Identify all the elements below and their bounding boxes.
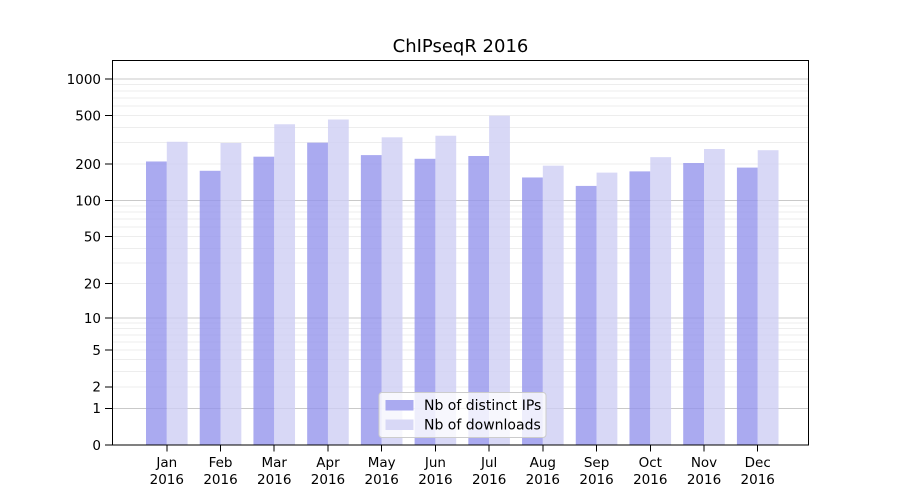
legend-label-downloads: Nb of downloads xyxy=(424,418,541,434)
legend-swatch-distinct-ips xyxy=(385,400,414,411)
legend: Nb of distinct IPs Nb of downloads xyxy=(378,392,547,438)
plot-frame xyxy=(112,60,809,446)
x-tick-label-feb: Feb 2016 xyxy=(203,455,237,488)
bar-ips-jun xyxy=(414,158,436,445)
x-tick-label-sep: Sep 2016 xyxy=(579,455,613,488)
x-tick-label-nov: Nov 2016 xyxy=(687,455,721,488)
x-tick-label-mar: Mar 2016 xyxy=(257,455,291,488)
y-tick-label-5: 5 xyxy=(92,343,101,359)
bar-downloads-mar xyxy=(274,124,296,446)
bar-downloads-may xyxy=(381,137,403,445)
x-tick-label-may: May 2016 xyxy=(365,455,399,488)
bar-downloads-aug xyxy=(542,165,564,445)
bar-ips-may xyxy=(360,155,382,446)
y-tick-label-1: 1 xyxy=(92,401,101,417)
x-tick-label-oct: Oct 2016 xyxy=(633,455,667,488)
bar-downloads-feb xyxy=(220,143,242,445)
bar-ips-nov xyxy=(683,163,704,445)
axis-ticks xyxy=(105,78,759,452)
bar-ips-aug xyxy=(522,177,543,445)
bar-ips-sep xyxy=(575,185,597,445)
y-tick-label-100: 100 xyxy=(75,193,101,209)
x-tick-label-apr: Apr 2016 xyxy=(311,455,345,488)
bar-ips-jul xyxy=(468,155,490,445)
bar-ips-dec xyxy=(736,167,758,445)
chart-title: ChIPseqR 2016 xyxy=(393,36,529,57)
bar-downloads-dec xyxy=(757,150,779,445)
bar-ips-apr xyxy=(307,142,328,445)
x-tick-label-jan: Jan 2016 xyxy=(150,455,184,488)
legend-swatch-downloads xyxy=(385,419,414,430)
bar-ips-mar xyxy=(253,156,275,445)
bar-downloads-nov xyxy=(704,149,725,445)
x-tick-label-jul: Jul 2016 xyxy=(472,455,506,488)
y-tick-label-10: 10 xyxy=(84,311,101,327)
y-tick-label-200: 200 xyxy=(75,157,101,173)
y-tick-label-20: 20 xyxy=(84,277,101,293)
bar-downloads-oct xyxy=(650,157,672,445)
x-tick-label-aug: Aug 2016 xyxy=(526,455,560,488)
legend-box xyxy=(378,392,547,438)
bar-downloads-jun xyxy=(435,135,457,445)
bar-ips-feb xyxy=(199,170,221,446)
bar-downloads-jul xyxy=(489,115,510,445)
bar-ips-jan xyxy=(146,161,167,445)
x-tick-label-dec: Dec 2016 xyxy=(741,455,775,488)
y-tick-label-50: 50 xyxy=(84,230,101,246)
legend-label-distinct-ips: Nb of distinct IPs xyxy=(424,398,541,414)
y-tick-label-0: 0 xyxy=(92,438,101,454)
bar-downloads-jan xyxy=(166,141,188,445)
bars xyxy=(146,115,779,446)
y-tick-label-2: 2 xyxy=(92,380,101,396)
bar-downloads-apr xyxy=(327,119,349,445)
x-tick-label-jun: Jun 2016 xyxy=(418,455,452,488)
y-tick-label-1000: 1000 xyxy=(67,72,101,88)
bar-ips-oct xyxy=(629,171,651,445)
bar-downloads-sep xyxy=(596,172,618,445)
y-tick-label-500: 500 xyxy=(75,108,101,124)
axis-tick-labels: 0 1 2 5 10 20 50 100 200 500 1000 Jan 2016 Feb 2016 Mar… xyxy=(67,72,775,488)
